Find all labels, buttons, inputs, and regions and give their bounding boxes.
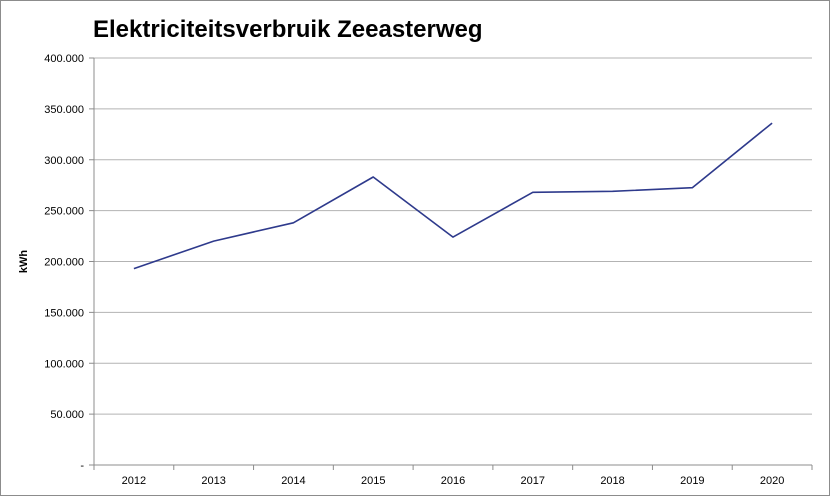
x-tick-label: 2015 xyxy=(361,475,385,487)
x-tick-label: 2020 xyxy=(760,475,784,487)
x-tick-label: 2019 xyxy=(680,475,704,487)
series-line xyxy=(133,122,773,270)
y-tick-label: 300.000 xyxy=(44,155,84,167)
x-tick-label: 2017 xyxy=(521,475,545,487)
y-tick-label: 400.000 xyxy=(44,53,84,65)
x-tick-label: 2018 xyxy=(600,475,624,487)
x-tick-label: 2016 xyxy=(441,475,465,487)
y-axis-title: kWh xyxy=(18,250,30,274)
y-tick-label: 150.000 xyxy=(44,307,84,319)
y-tick-label: 100.000 xyxy=(44,358,84,370)
y-tick-label: 50.000 xyxy=(50,409,84,421)
y-tick-label: 250.000 xyxy=(44,206,84,218)
x-tick-label: 2012 xyxy=(122,475,146,487)
x-tick-label: 2014 xyxy=(281,475,305,487)
x-tick-label: 2013 xyxy=(201,475,225,487)
y-tick-label: 350.000 xyxy=(44,104,84,116)
y-tick-label: - xyxy=(80,460,84,472)
y-tick-label: 200.000 xyxy=(44,257,84,269)
chart-title: Elektriciteitsverbruik Zeeasterweg xyxy=(93,16,483,43)
